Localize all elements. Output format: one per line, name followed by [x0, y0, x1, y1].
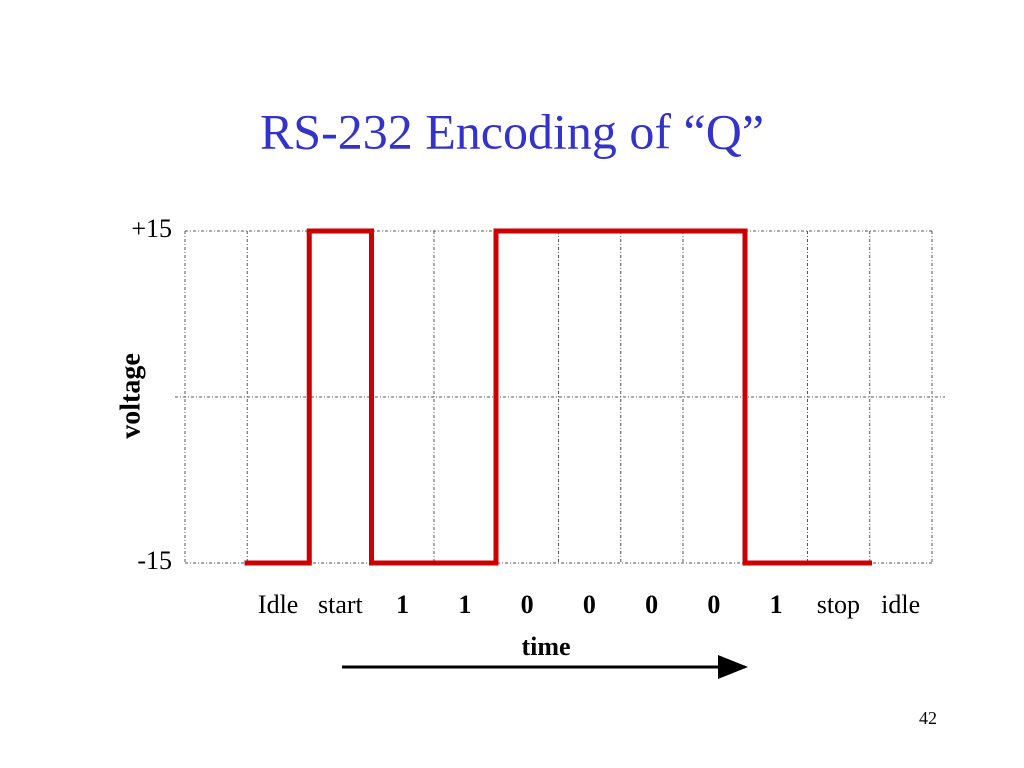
- page-number: 42: [919, 708, 937, 728]
- x-tick-label: stop: [817, 590, 860, 619]
- x-tick-label: 0: [583, 590, 596, 619]
- x-tick-label: Idle: [258, 590, 298, 619]
- x-tick-label: 1: [396, 590, 409, 619]
- y-axis-label: voltage: [115, 353, 146, 439]
- slide-title: RS-232 Encoding of “Q”: [260, 103, 764, 159]
- y-tick-label: -15: [137, 546, 172, 575]
- x-tick-label: start: [318, 590, 364, 619]
- x-tick-label: 0: [707, 590, 720, 619]
- x-tick-label: 0: [645, 590, 658, 619]
- y-tick-label: +15: [131, 214, 172, 243]
- x-tick-label: 1: [770, 590, 783, 619]
- x-tick-label: idle: [881, 590, 920, 619]
- x-tick-label: 1: [458, 590, 471, 619]
- x-tick-label: 0: [521, 590, 534, 619]
- x-axis-label: time: [521, 632, 570, 661]
